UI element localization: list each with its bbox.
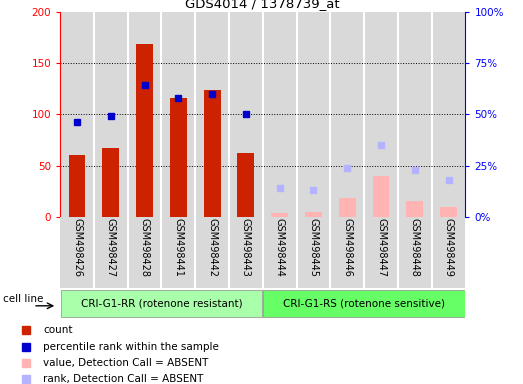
Text: GSM498443: GSM498443 bbox=[241, 218, 251, 277]
Bar bbox=[406, 200, 423, 217]
Text: cell line: cell line bbox=[3, 294, 43, 304]
Text: GSM498447: GSM498447 bbox=[376, 218, 386, 277]
Bar bbox=[203, 89, 221, 217]
Bar bbox=[372, 176, 390, 217]
Text: GSM498449: GSM498449 bbox=[444, 218, 453, 277]
Bar bbox=[364, 217, 398, 288]
Bar bbox=[331, 12, 364, 217]
Bar bbox=[94, 217, 128, 288]
Text: CRI-G1-RR (rotenone resistant): CRI-G1-RR (rotenone resistant) bbox=[81, 298, 242, 308]
Text: GSM498448: GSM498448 bbox=[410, 218, 420, 277]
Text: count: count bbox=[43, 326, 73, 336]
Bar bbox=[94, 12, 128, 217]
Bar bbox=[195, 217, 229, 288]
Bar bbox=[229, 12, 263, 217]
Bar bbox=[229, 217, 263, 288]
Bar bbox=[339, 199, 356, 217]
Bar bbox=[195, 12, 229, 217]
Text: GSM498427: GSM498427 bbox=[106, 218, 116, 278]
Text: GSM498441: GSM498441 bbox=[173, 218, 184, 277]
Bar bbox=[431, 217, 465, 288]
Title: GDS4014 / 1378739_at: GDS4014 / 1378739_at bbox=[186, 0, 340, 10]
Bar bbox=[162, 12, 195, 217]
Bar bbox=[237, 153, 254, 217]
Bar bbox=[440, 207, 457, 217]
Text: percentile rank within the sample: percentile rank within the sample bbox=[43, 342, 219, 352]
Bar bbox=[128, 217, 162, 288]
Bar bbox=[398, 12, 431, 217]
Text: GSM498445: GSM498445 bbox=[309, 218, 319, 277]
Bar bbox=[61, 290, 262, 317]
Bar bbox=[297, 217, 331, 288]
Text: rank, Detection Call = ABSENT: rank, Detection Call = ABSENT bbox=[43, 374, 203, 384]
Bar bbox=[162, 217, 195, 288]
Text: GSM498428: GSM498428 bbox=[140, 218, 150, 277]
Bar bbox=[331, 217, 364, 288]
Bar bbox=[263, 217, 297, 288]
Bar bbox=[69, 156, 85, 217]
Text: GSM498442: GSM498442 bbox=[207, 218, 217, 277]
Bar bbox=[297, 12, 331, 217]
Bar bbox=[103, 148, 119, 217]
Text: value, Detection Call = ABSENT: value, Detection Call = ABSENT bbox=[43, 358, 209, 368]
Bar bbox=[431, 12, 465, 217]
Bar bbox=[263, 12, 297, 217]
Bar bbox=[60, 12, 94, 217]
Bar bbox=[60, 217, 94, 288]
Text: GSM498446: GSM498446 bbox=[342, 218, 353, 277]
Text: GSM498426: GSM498426 bbox=[72, 218, 82, 277]
Text: GSM498444: GSM498444 bbox=[275, 218, 285, 277]
Bar bbox=[264, 290, 465, 317]
Bar bbox=[136, 45, 153, 217]
Text: CRI-G1-RS (rotenone sensitive): CRI-G1-RS (rotenone sensitive) bbox=[283, 298, 445, 308]
Bar bbox=[398, 217, 431, 288]
Bar bbox=[128, 12, 162, 217]
Bar bbox=[364, 12, 398, 217]
Bar bbox=[170, 98, 187, 217]
Bar bbox=[271, 213, 288, 217]
Bar bbox=[305, 212, 322, 217]
